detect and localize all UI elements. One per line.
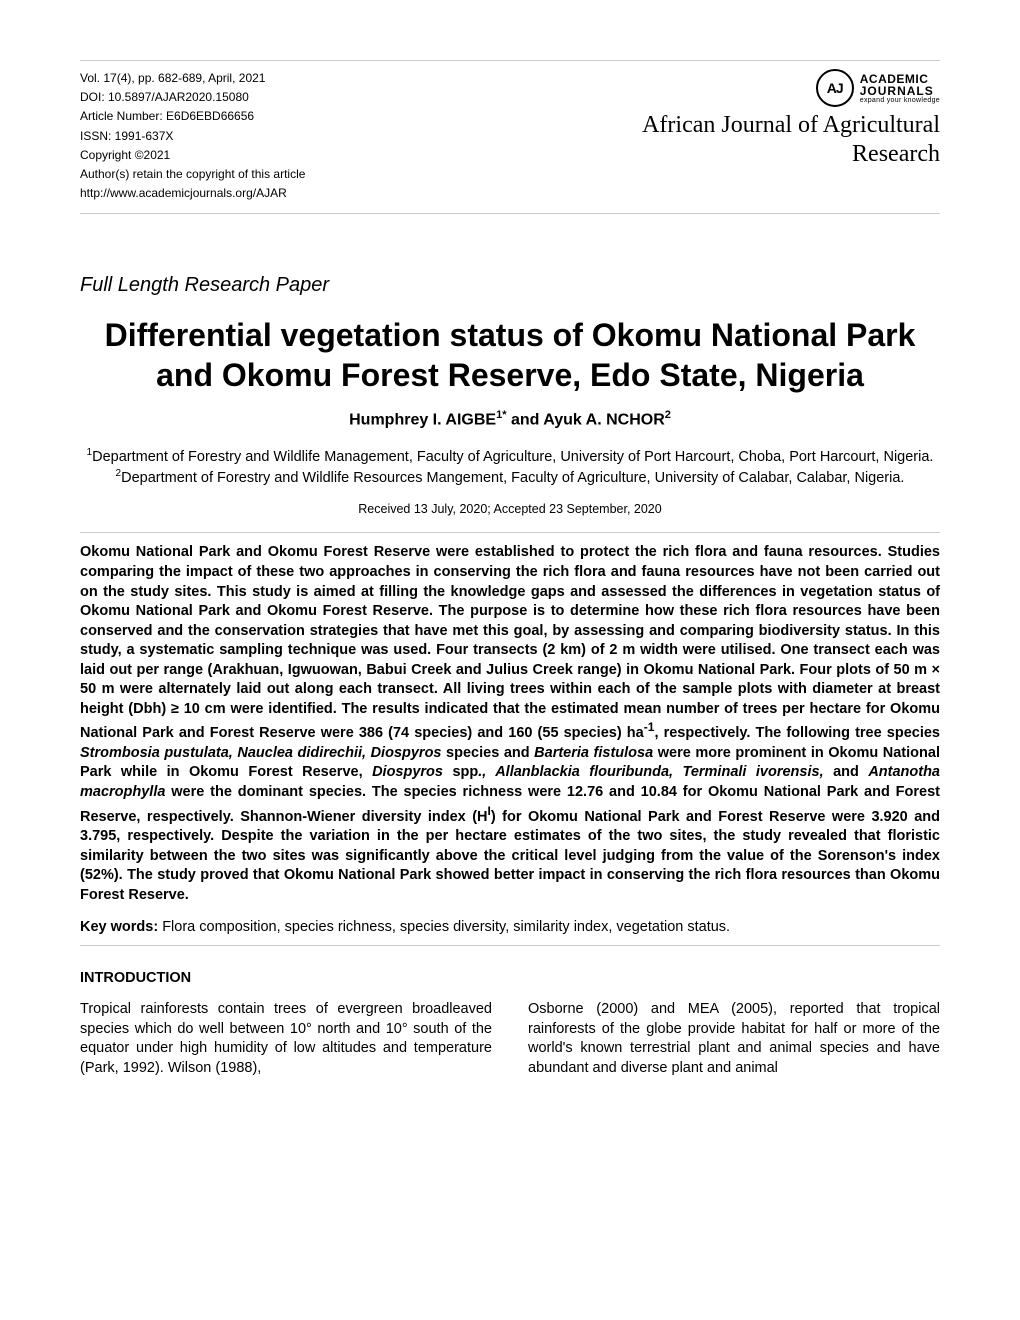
body-col-2: Osborne (2000) and MEA (2005), reported … bbox=[528, 1000, 940, 1078]
abstract-p6: and bbox=[824, 764, 869, 780]
paper-type: Full Length Research Paper bbox=[80, 274, 940, 297]
affiliations: 1Department of Forestry and Wildlife Man… bbox=[80, 446, 940, 489]
vol-line: Vol. 17(4), pp. 682-689, April, 2021 bbox=[80, 69, 305, 88]
brand-text: ACADEMIC JOURNALS expand your knowledge bbox=[860, 73, 940, 104]
abstract-p1: Okomu National Park and Okomu Forest Res… bbox=[80, 544, 940, 741]
author-2: Ayuk A. NCHOR bbox=[543, 412, 665, 429]
paper-title: Differential vegetation status of Okomu … bbox=[80, 315, 940, 395]
authors-and: and bbox=[507, 412, 544, 429]
body-columns: Tropical rainforests contain trees of ev… bbox=[80, 1000, 940, 1078]
species-1: Strombosia pustulata, Nauclea didirechii… bbox=[80, 745, 442, 761]
abstract-block: Okomu National Park and Okomu Forest Res… bbox=[80, 532, 940, 946]
brand-logo: AJ ACADEMIC JOURNALS expand your knowled… bbox=[600, 69, 940, 107]
species-3b: ., Allanblackia flouribunda, Terminali i… bbox=[478, 764, 823, 780]
author-1-sup: 1* bbox=[496, 409, 506, 421]
species-3: Diospyros bbox=[372, 764, 443, 780]
author-1: Humphrey I. AIGBE bbox=[349, 412, 496, 429]
url-line: http://www.academicjournals.org/AJAR bbox=[80, 184, 305, 203]
species-2: Barteria fistulosa bbox=[534, 745, 653, 761]
body-col-1: Tropical rainforests contain trees of ev… bbox=[80, 1000, 492, 1078]
article-meta: Vol. 17(4), pp. 682-689, April, 2021 DOI… bbox=[80, 69, 305, 203]
authors: Humphrey I. AIGBE1* and Ayuk A. NCHOR2 bbox=[80, 409, 940, 429]
copyright-line: Copyright ©2021 bbox=[80, 146, 305, 165]
author-2-sup: 2 bbox=[665, 409, 671, 421]
keywords: Key words: Flora composition, species ri… bbox=[80, 919, 940, 935]
keywords-label: Key words: bbox=[80, 919, 162, 935]
journal-name: African Journal of Agricultural Research bbox=[600, 111, 940, 169]
abstract-p5: spp bbox=[443, 764, 478, 780]
header-block: Vol. 17(4), pp. 682-689, April, 2021 DOI… bbox=[80, 60, 940, 214]
issn-line: ISSN: 1991-637X bbox=[80, 127, 305, 146]
authors-retain-line: Author(s) retain the copyright of this a… bbox=[80, 165, 305, 184]
doi-line: DOI: 10.5897/AJAR2020.15080 bbox=[80, 88, 305, 107]
journal-brand: AJ ACADEMIC JOURNALS expand your knowled… bbox=[600, 69, 940, 169]
section-introduction: INTRODUCTION bbox=[80, 970, 940, 986]
journal-name-line2: Research bbox=[852, 141, 940, 167]
journal-name-line1: African Journal of Agricultural bbox=[642, 112, 940, 138]
brand-tag: expand your knowledge bbox=[860, 97, 940, 104]
aj-logo-icon: AJ bbox=[816, 69, 854, 107]
brand-main: ACADEMIC bbox=[860, 73, 940, 85]
keywords-text: Flora composition, species richness, spe… bbox=[162, 919, 730, 935]
abstract: Okomu National Park and Okomu Forest Res… bbox=[80, 543, 940, 905]
dates: Received 13 July, 2020; Accepted 23 Sept… bbox=[80, 502, 940, 516]
aff2: Department of Forestry and Wildlife Reso… bbox=[121, 470, 904, 486]
brand-sub: JOURNALS bbox=[860, 85, 940, 97]
aff1: Department of Forestry and Wildlife Mana… bbox=[92, 448, 933, 464]
abstract-sup1: -1 bbox=[644, 720, 655, 734]
article-number-line: Article Number: E6D6EBD66656 bbox=[80, 107, 305, 126]
abstract-p3: species and bbox=[442, 745, 535, 761]
abstract-p2: , respectively. The following tree speci… bbox=[654, 725, 940, 741]
